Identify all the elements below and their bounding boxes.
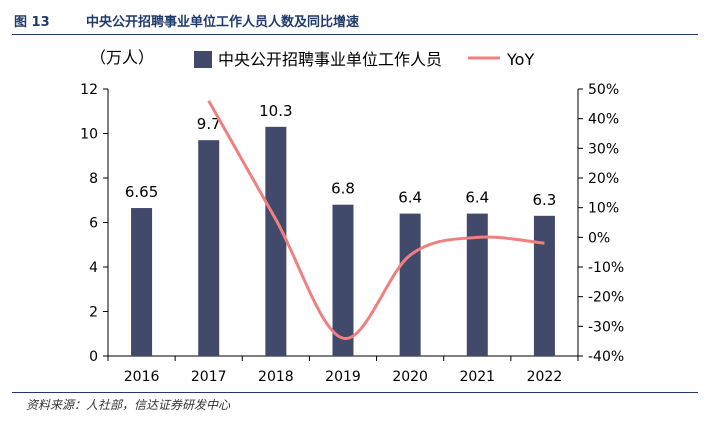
y-right-tick-label: 20% <box>588 171 619 187</box>
bar <box>399 213 421 356</box>
x-tick-label: 2021 <box>459 369 495 385</box>
bar-data-label: 6.4 <box>465 189 489 207</box>
y-right-tick-label: 40% <box>588 112 619 128</box>
figure-number: 图 13 <box>14 15 50 30</box>
y-left-tick-label: 4 <box>89 260 98 276</box>
y-left-unit-label: （万人） <box>90 48 154 67</box>
bar-data-label: 6.4 <box>398 189 422 207</box>
x-tick-label: 2022 <box>527 369 563 385</box>
y-right-tick-label: 30% <box>588 141 619 157</box>
y-left-tick-label: 2 <box>89 305 98 321</box>
y-right-tick-label: 10% <box>588 201 619 217</box>
y-left-tick-label: 6 <box>89 216 98 232</box>
yoy-line <box>207 100 545 340</box>
figure-header: 图 13 中央公开招聘事业单位工作人员人数及同比增速 <box>12 6 698 35</box>
bar <box>332 204 354 356</box>
bar <box>131 208 153 356</box>
bar <box>198 140 220 356</box>
x-tick-label: 2019 <box>325 369 361 385</box>
y-right-tick-label: 50% <box>588 82 619 98</box>
x-tick-label: 2017 <box>191 369 227 385</box>
figure-source: 资料来源：人社部，信达证券研发中心 <box>26 398 231 412</box>
bar-data-label: 9.7 <box>197 115 221 133</box>
y-right-tick-label: -40% <box>588 349 624 365</box>
y-left-tick-label: 0 <box>89 349 98 365</box>
legend-bar-swatch <box>194 51 212 68</box>
figure-title: 中央公开招聘事业单位工作人员人数及同比增速 <box>86 15 360 30</box>
bar-data-label: 6.8 <box>331 180 355 198</box>
legend-line-label: YoY <box>506 50 534 69</box>
bar-data-label: 6.65 <box>125 183 158 201</box>
y-left-tick-label: 8 <box>89 171 98 187</box>
x-tick-label: 2018 <box>258 369 294 385</box>
y-left-tick-label: 12 <box>80 82 98 98</box>
bar <box>466 213 488 356</box>
x-tick-label: 2020 <box>392 369 428 385</box>
bar <box>265 126 287 356</box>
y-left-tick-label: 10 <box>80 127 98 143</box>
bar-data-label: 6.3 <box>532 191 556 209</box>
bar <box>533 215 555 356</box>
y-right-tick-label: 0% <box>588 230 610 246</box>
figure-footer: 资料来源：人社部，信达证券研发中心 <box>12 392 698 415</box>
y-right-tick-label: -10% <box>588 260 624 276</box>
bar-data-label: 10.3 <box>259 102 292 120</box>
y-right-tick-label: -20% <box>588 290 624 306</box>
y-right-tick-label: -30% <box>588 319 624 335</box>
legend-bar-label: 中央公开招聘事业单位工作人员 <box>218 50 442 69</box>
x-tick-label: 2016 <box>124 369 160 385</box>
